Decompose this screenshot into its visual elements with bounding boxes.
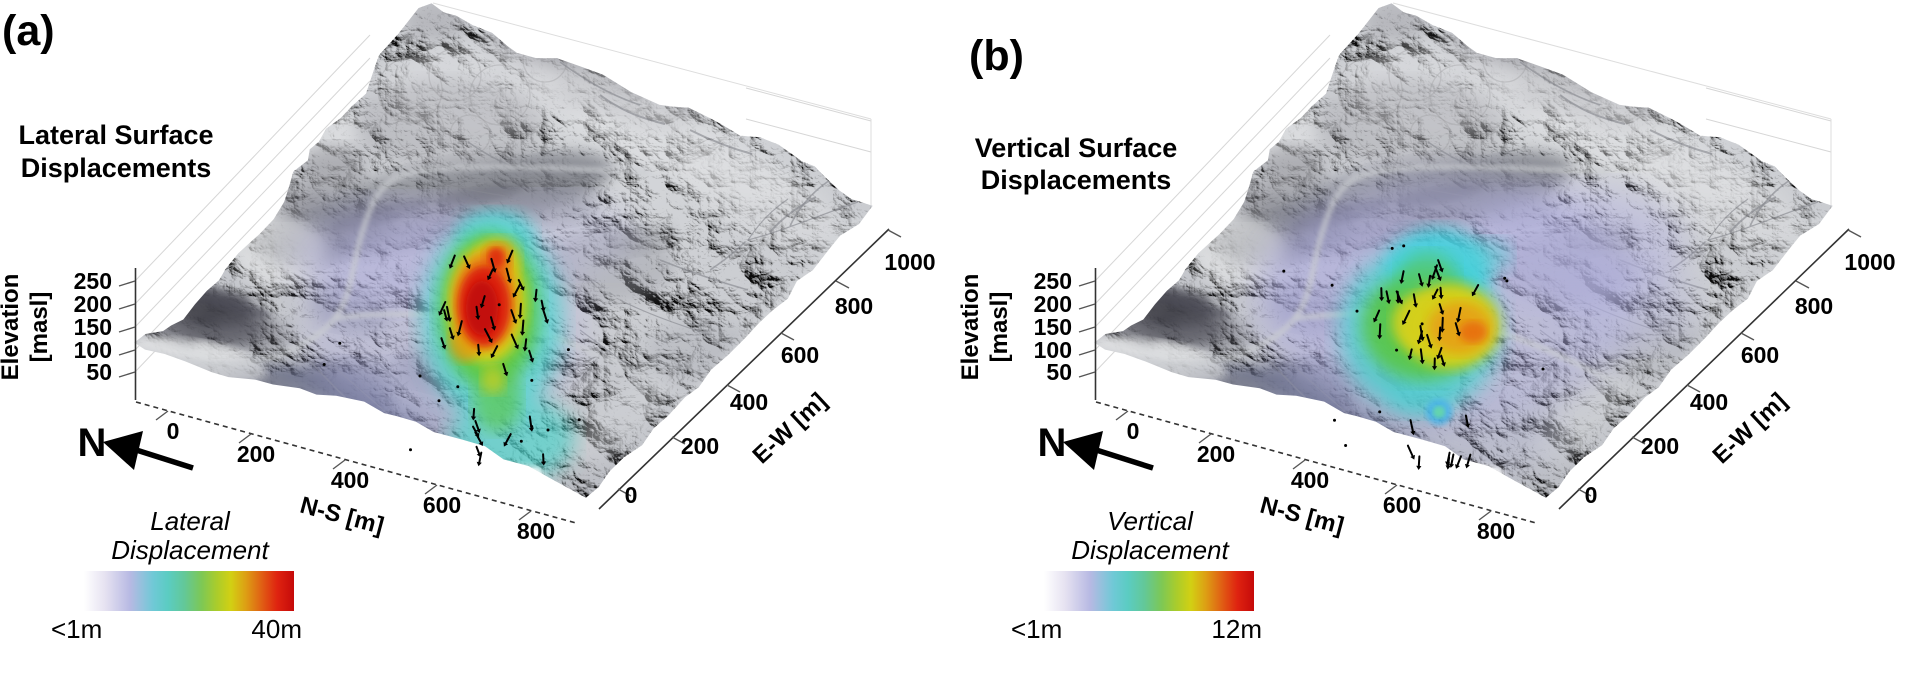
svg-text:Elevation: Elevation [0, 274, 24, 381]
svg-text:<1m: <1m [1011, 614, 1062, 644]
svg-text:800: 800 [1477, 518, 1515, 544]
svg-text:600: 600 [1383, 492, 1421, 518]
svg-text:0: 0 [1127, 418, 1140, 444]
svg-text:1000: 1000 [884, 249, 935, 275]
svg-text:600: 600 [423, 492, 461, 518]
svg-text:Displacements: Displacements [21, 153, 212, 183]
svg-text:800: 800 [835, 293, 873, 319]
svg-text:50: 50 [86, 359, 112, 385]
svg-text:400: 400 [331, 467, 369, 493]
svg-text:Lateral Surface: Lateral Surface [18, 120, 213, 150]
svg-text:Displacement: Displacement [1071, 535, 1230, 565]
svg-text:100: 100 [74, 337, 112, 363]
svg-text:250: 250 [1034, 268, 1072, 294]
svg-text:200: 200 [237, 441, 275, 467]
svg-text:250: 250 [74, 268, 112, 294]
svg-text:40m: 40m [251, 614, 302, 644]
svg-text:200: 200 [1034, 291, 1072, 317]
svg-text:Displacements: Displacements [981, 165, 1172, 195]
svg-text:50: 50 [1046, 359, 1072, 385]
svg-text:200: 200 [1197, 441, 1235, 467]
svg-text:Vertical: Vertical [1107, 506, 1194, 536]
svg-text:600: 600 [781, 342, 819, 368]
svg-text:N: N [78, 421, 107, 465]
svg-text:<1m: <1m [51, 614, 102, 644]
svg-text:800: 800 [517, 518, 555, 544]
svg-text:[masl]: [masl] [986, 292, 1013, 363]
svg-text:400: 400 [730, 389, 768, 415]
svg-text:0: 0 [1585, 482, 1598, 508]
svg-text:Vertical Surface: Vertical Surface [975, 133, 1178, 163]
svg-text:150: 150 [1034, 314, 1072, 340]
svg-text:(b): (b) [969, 32, 1024, 80]
svg-text:200: 200 [681, 433, 719, 459]
svg-text:200: 200 [1641, 433, 1679, 459]
svg-text:Lateral: Lateral [150, 506, 231, 536]
svg-text:0: 0 [167, 418, 180, 444]
svg-text:(a): (a) [2, 7, 55, 55]
svg-text:Elevation: Elevation [957, 274, 984, 381]
svg-text:N-S [m]: N-S [m] [297, 492, 386, 540]
svg-text:[masl]: [masl] [26, 292, 53, 363]
svg-text:N-S [m]: N-S [m] [1257, 492, 1346, 540]
svg-text:0: 0 [625, 482, 638, 508]
svg-text:200: 200 [74, 291, 112, 317]
svg-text:100: 100 [1034, 337, 1072, 363]
svg-text:12m: 12m [1211, 614, 1262, 644]
svg-text:400: 400 [1690, 389, 1728, 415]
svg-text:600: 600 [1741, 342, 1779, 368]
svg-text:N: N [1038, 421, 1067, 465]
svg-text:1000: 1000 [1844, 249, 1895, 275]
svg-text:150: 150 [74, 314, 112, 340]
svg-text:800: 800 [1795, 293, 1833, 319]
svg-text:Displacement: Displacement [111, 535, 270, 565]
svg-text:400: 400 [1291, 467, 1329, 493]
